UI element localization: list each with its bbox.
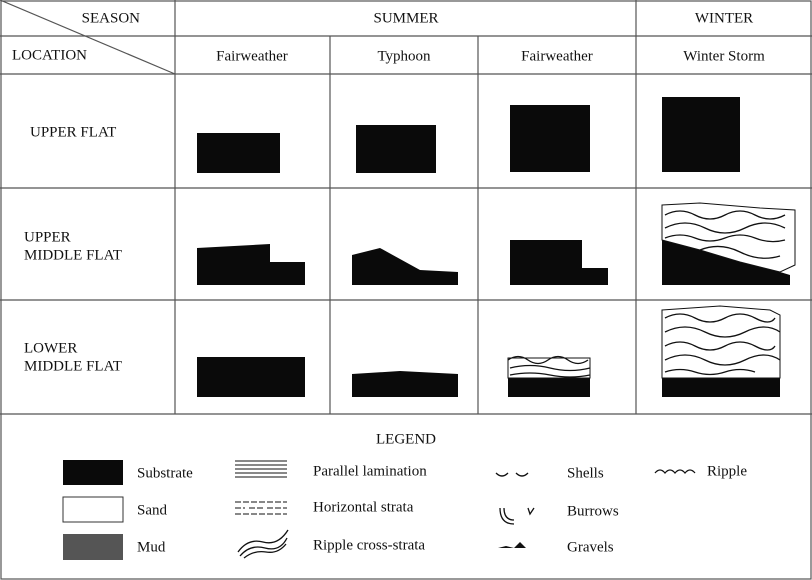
season-label: SEASON	[82, 10, 141, 26]
row-label: MIDDLE FLAT	[24, 247, 122, 263]
legend-label: Substrate	[137, 465, 193, 481]
location-label: LOCATION	[12, 47, 87, 63]
row-label: UPPER FLAT	[30, 124, 116, 140]
legend-label: Sand	[137, 502, 168, 518]
legend-label: Ripple cross-strata	[313, 537, 425, 553]
legend-label: Gravels	[567, 539, 614, 555]
legend-label: Ripple	[707, 463, 747, 479]
summer-header: SUMMER	[373, 10, 438, 26]
row-label: UPPER	[24, 229, 71, 245]
legend-label: Shells	[567, 465, 604, 481]
column-header: Typhoon	[377, 48, 431, 64]
facies-table: SEASON LOCATION SUMMER WINTER Fairweathe…	[0, 0, 812, 580]
column-header: Fairweather	[521, 48, 593, 64]
column-header: Winter Storm	[683, 48, 765, 64]
row-label: MIDDLE FLAT	[24, 358, 122, 374]
legend-label: Burrows	[567, 503, 619, 519]
legend-title: LEGEND	[376, 431, 436, 447]
row-label: LOWER	[24, 340, 77, 356]
sand-layers	[508, 203, 795, 378]
legend-label: Parallel lamination	[313, 463, 427, 479]
legend-label: Mud	[137, 539, 166, 555]
legend-label: Horizontal strata	[313, 499, 414, 515]
grid	[0, 0, 812, 579]
column-header: Fairweather	[216, 48, 288, 64]
winter-header: WINTER	[695, 10, 753, 26]
